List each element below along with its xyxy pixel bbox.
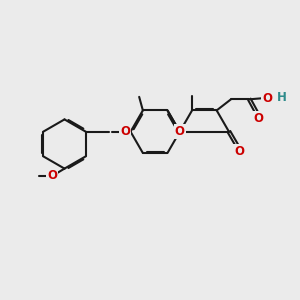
Text: O: O [120, 125, 130, 138]
Text: O: O [234, 146, 244, 158]
Text: H: H [277, 91, 287, 104]
Text: O: O [175, 125, 185, 138]
Text: O: O [47, 169, 57, 182]
Text: O: O [262, 92, 272, 105]
Text: O: O [253, 112, 263, 125]
